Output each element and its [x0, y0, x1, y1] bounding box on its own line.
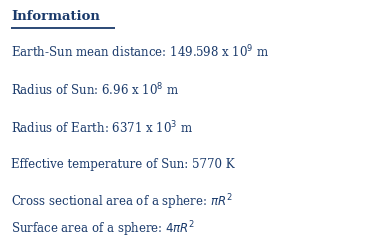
Text: Cross sectional area of a sphere: $\pi R^2$: Cross sectional area of a sphere: $\pi R… [11, 192, 233, 212]
Text: Effective temperature of Sun: 5770 K: Effective temperature of Sun: 5770 K [11, 158, 235, 171]
Text: Radius of Sun: 6.96 x 10$^{8}$ m: Radius of Sun: 6.96 x 10$^{8}$ m [11, 82, 179, 99]
Text: Radius of Earth: 6371 x 10$^{3}$ m: Radius of Earth: 6371 x 10$^{3}$ m [11, 120, 194, 137]
Text: Information: Information [11, 10, 100, 23]
Text: Earth-Sun mean distance: 149.598 x 10$^{9}$ m: Earth-Sun mean distance: 149.598 x 10$^{… [11, 44, 270, 61]
Text: Surface area of a sphere: $4\pi R^2$: Surface area of a sphere: $4\pi R^2$ [11, 219, 196, 239]
